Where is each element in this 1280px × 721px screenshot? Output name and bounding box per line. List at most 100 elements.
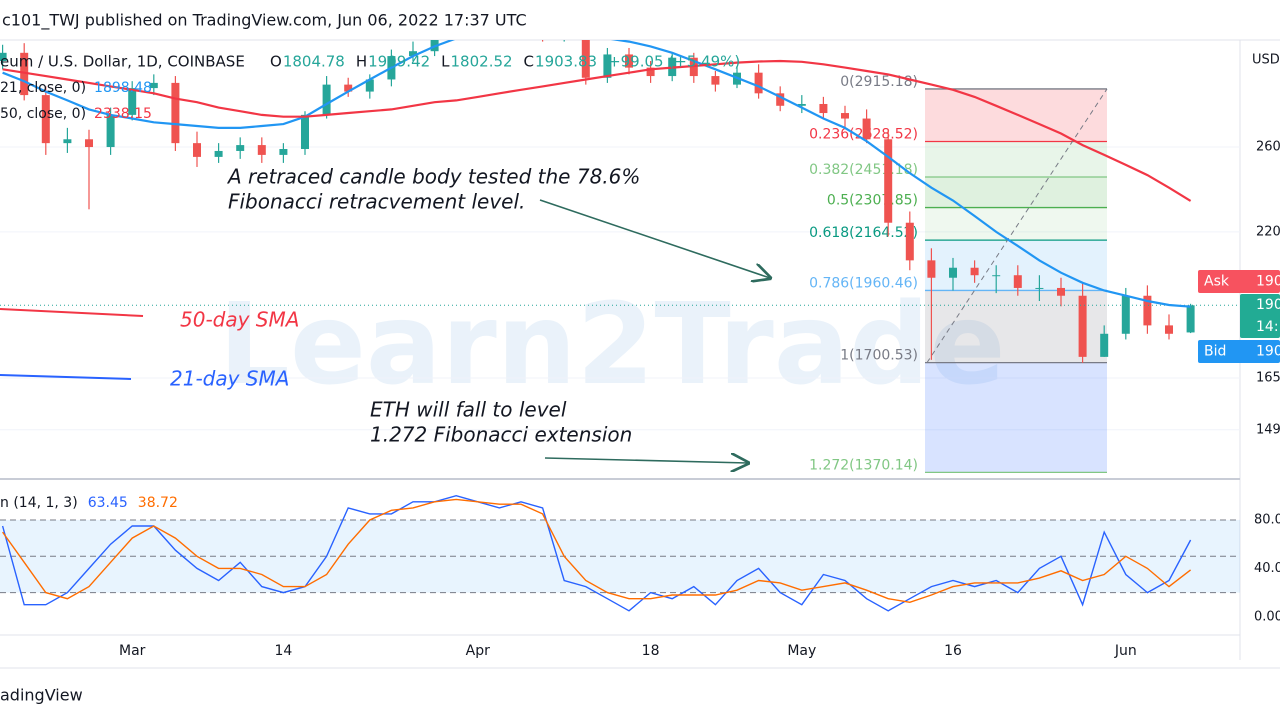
- x-tick-label: Apr: [466, 643, 490, 659]
- candle-body: [581, 40, 590, 78]
- x-tick-label: 14: [274, 643, 292, 659]
- x-tick-label: May: [787, 643, 816, 659]
- candle-body: [797, 103, 806, 106]
- candle-body: [20, 52, 29, 96]
- candle-body: [1035, 287, 1044, 289]
- ohlc-key: H: [356, 53, 367, 71]
- ohlc-value: 1802.52: [451, 53, 513, 71]
- candle-body: [171, 82, 180, 144]
- published-line: c101_TWJ published on TradingView.com, J…: [2, 11, 527, 31]
- candle-body: [905, 222, 914, 261]
- candle-body: [625, 54, 633, 68]
- sma-line: [2, 59, 1192, 202]
- price-tag: [1198, 340, 1280, 363]
- fib-zone: [925, 290, 1107, 363]
- candle-body: [106, 114, 115, 148]
- y-tick-label: 2200.00: [1256, 224, 1280, 239]
- indicator-name: n (14, 1, 3): [0, 495, 78, 511]
- fib-label: 0.382(2451.18): [809, 162, 918, 178]
- annotation: 50-day SMA: [180, 308, 299, 332]
- annotation: ETH will fall to level: [370, 398, 567, 422]
- candle-body: [63, 139, 72, 144]
- candle-body: [949, 267, 957, 278]
- candle-body: [236, 145, 245, 151]
- candle-body: [279, 148, 288, 155]
- candle-body: [1078, 295, 1087, 357]
- candle-body: [257, 145, 266, 155]
- candle-body: [1057, 287, 1065, 296]
- candle-body: [646, 67, 655, 77]
- candle-body: [927, 260, 936, 278]
- candle-body: [1165, 325, 1173, 334]
- stoch-pane: [0, 494, 1240, 612]
- fib-label: 1.272(1370.14): [809, 457, 918, 473]
- candle-body: [1013, 275, 1022, 288]
- candle-body: [992, 275, 1001, 277]
- candle-body: [776, 93, 785, 106]
- candle-body: [970, 267, 979, 276]
- candle-body: [711, 76, 720, 85]
- price-tag-text: 190: [1256, 344, 1280, 360]
- annotation-arrow: [539, 199, 770, 278]
- x-tick-label: 16: [944, 643, 962, 659]
- candle-body: [819, 103, 828, 114]
- currency-label: USD: [1252, 53, 1280, 68]
- legend-layer: eum / U.S. Dollar, 1D, COINBASE O 1804.78 H…: [0, 53, 740, 512]
- watermark-layer: Learn2Trade: [219, 280, 1006, 410]
- candle-body: [1121, 295, 1130, 334]
- stoch-line: [2, 498, 1192, 604]
- fib-zone: [925, 207, 1107, 241]
- annotation: 21-day SMA: [170, 367, 289, 391]
- price-tag-text: 190: [1256, 297, 1280, 313]
- candle-body: [322, 84, 331, 115]
- fib-label: 1(1700.53): [840, 348, 918, 364]
- y-tick-label: 0.00: [1254, 609, 1280, 624]
- axis-layer: 2600.00 2200.00 1650.00 1490.00 USD Ask 190 190…: [119, 53, 1280, 659]
- candle-body: [41, 95, 50, 144]
- ohlc-key: C: [524, 53, 534, 71]
- candle-body: [1100, 333, 1109, 357]
- legend-name: 21, close, 0): [0, 80, 86, 96]
- fib-zone: [925, 176, 1107, 208]
- ohlc-value: 1909.42: [368, 53, 430, 71]
- fib-label: 0.5(2307.85): [827, 193, 918, 209]
- footer-logo: adingView: [0, 686, 83, 705]
- x-tick-label: Mar: [119, 643, 146, 659]
- x-tick-label: Jun: [1114, 643, 1137, 659]
- price-tag: [1240, 294, 1280, 338]
- x-tick-label: 18: [642, 643, 660, 659]
- legend-line: [0, 374, 132, 380]
- legend-value: 63.45: [88, 495, 128, 511]
- change: +99.05 (+5.49%): [608, 53, 740, 71]
- legend-value: 2338.15: [94, 106, 152, 122]
- candle-body: [344, 84, 353, 92]
- sma-line: [2, 40, 1191, 308]
- annotation-layer: A retraced candle body tested the 78.6%F…: [0, 165, 770, 464]
- candle-body: [365, 79, 374, 92]
- ohlc-key: O: [270, 53, 282, 71]
- candle-body: [301, 114, 309, 149]
- y-tick-label: 40.00: [1254, 561, 1280, 576]
- candle-body: [128, 88, 137, 115]
- price-tag-text: Bid: [1204, 344, 1226, 360]
- y-tick-label: 1650.00: [1256, 370, 1280, 385]
- price-tag: [1198, 270, 1280, 293]
- annotation-arrow: [544, 458, 748, 463]
- fib-label: 0.786(1960.46): [809, 275, 918, 291]
- candle-body: [884, 139, 893, 223]
- legend-line: [0, 308, 144, 317]
- candle-body: [214, 150, 223, 157]
- y-tick-label: 2600.00: [1256, 140, 1280, 155]
- stoch-line: [1, 494, 1192, 612]
- price-tag-text: Ask: [1204, 274, 1230, 290]
- ohlc-key: L: [441, 53, 450, 71]
- watermark: Learn2Trade: [219, 280, 1006, 410]
- candle-body: [1143, 295, 1152, 326]
- candle-body: [193, 143, 201, 157]
- legend-value: 1898.48: [94, 80, 152, 96]
- candle-body: [841, 113, 849, 119]
- price-pane: 0(2915.18)0.236(2628.52)0.382(2451.18)0.…: [0, 40, 1240, 473]
- fib-label: 0.618(2164.52): [809, 225, 918, 241]
- candle-body: [862, 118, 871, 140]
